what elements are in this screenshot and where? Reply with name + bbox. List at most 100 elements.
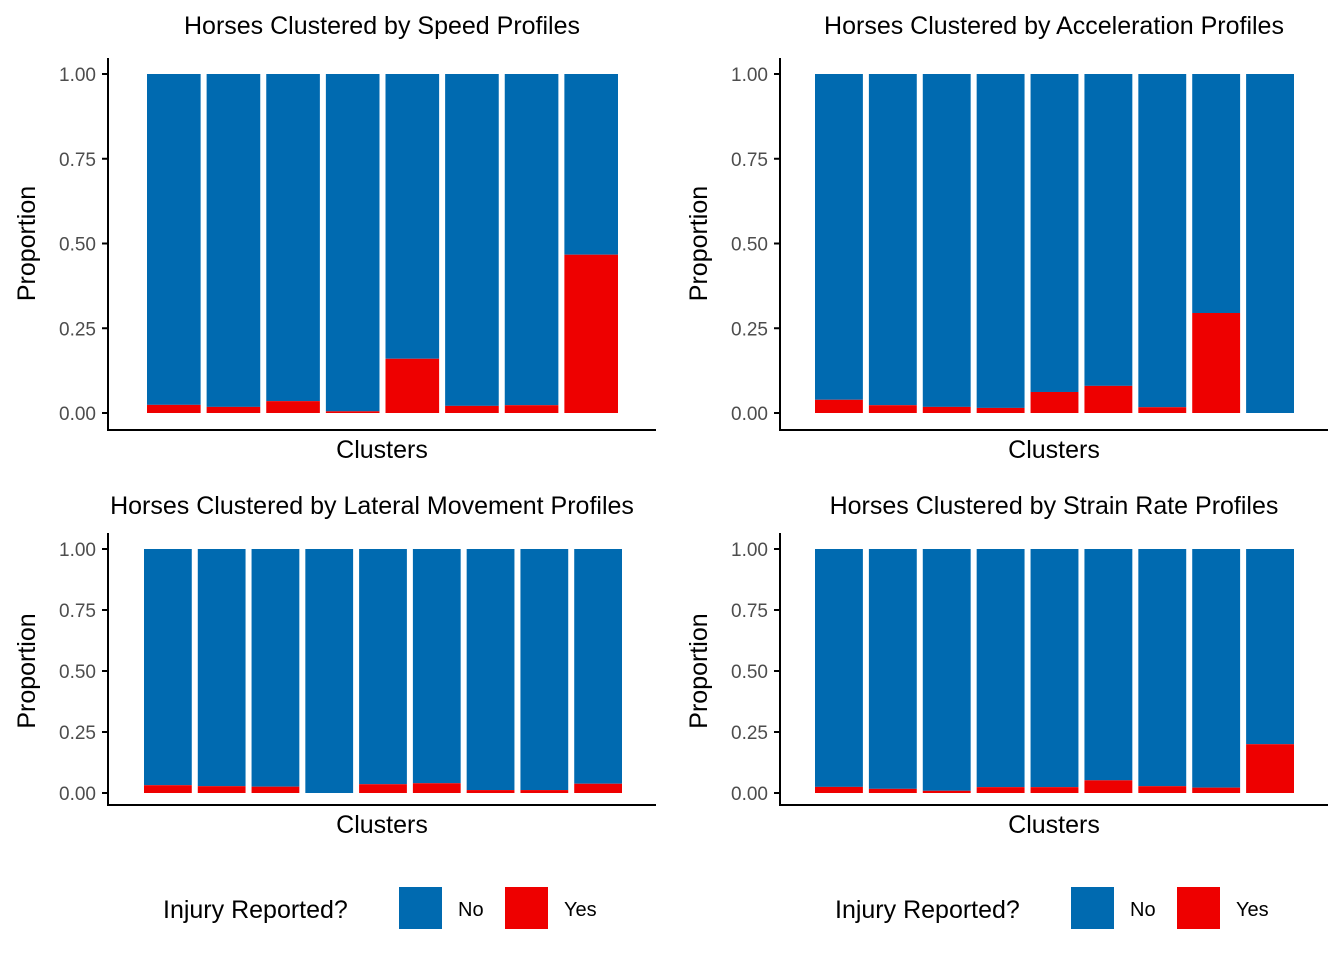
legend-title: Injury Reported? (835, 896, 1020, 924)
y-ticks: 0.00 0.25 0.50 0.75 1.00 (731, 540, 780, 805)
bar-yes-cluster-2 (197, 786, 246, 793)
bar-no-cluster-6 (1084, 549, 1133, 781)
bar-no-cluster-6 (445, 74, 499, 406)
bar-no-cluster-3 (922, 74, 971, 407)
legend-swatch-yes (505, 887, 548, 929)
legend-label-no: No (458, 899, 484, 921)
bar-yes-cluster-9 (574, 783, 622, 793)
bar-no-cluster-9 (1246, 549, 1294, 745)
bar-no-cluster-7 (466, 549, 515, 791)
y-tick-label: 1.00 (59, 540, 96, 561)
y-tick-label: 0.75 (59, 601, 96, 622)
bar-no-cluster-8 (1192, 74, 1241, 313)
y-axis-label: Proportion (685, 186, 713, 301)
legend-label-yes: Yes (1236, 899, 1269, 921)
legend-1: Injury Reported? No Yes (163, 887, 597, 929)
legends: Injury Reported? No Yes Injury Reported? No Y… (163, 887, 1269, 929)
y-tick-label: 1.00 (731, 65, 768, 86)
bar-no-cluster-7 (1138, 549, 1187, 787)
bar-yes-cluster-5 (1030, 391, 1079, 413)
x-axis-label: Clusters (1008, 436, 1100, 464)
y-tick-label: 0.50 (59, 235, 96, 256)
bar-no-cluster-7 (1138, 74, 1187, 408)
y-tick-label: 0.25 (59, 723, 96, 744)
x-axis-label: Clusters (1008, 811, 1100, 839)
bar-no-cluster-5 (1030, 549, 1079, 788)
bar-no-cluster-4 (305, 549, 354, 793)
chart-panels: Horses Clustered by Speed Profiles0.000.… (13, 12, 1328, 839)
bar-yes-cluster-3 (922, 406, 971, 413)
bar-no-cluster-2 (868, 74, 917, 406)
bar-no-cluster-2 (197, 549, 246, 787)
y-tick-label: 0.50 (59, 662, 96, 683)
bar-yes-cluster-6 (412, 783, 461, 793)
bar-yes-cluster-6 (445, 405, 499, 413)
bar-yes-cluster-2 (206, 406, 261, 413)
legend-swatch-yes (1177, 887, 1220, 929)
legend-swatch-no (399, 887, 442, 929)
bar-yes-cluster-7 (504, 405, 559, 413)
chart-panel-4: Horses Clustered by Strain Rate Profiles… (685, 492, 1328, 839)
y-axis-label: Proportion (13, 186, 41, 301)
chart-title: Horses Clustered by Acceleration Profile… (824, 12, 1284, 40)
bar-no-cluster-7 (504, 74, 559, 406)
y-tick-label: 0.25 (731, 319, 768, 340)
bar-yes-cluster-4 (976, 407, 1025, 413)
y-tick-label: 0.25 (731, 723, 768, 744)
bar-yes-cluster-1 (147, 404, 201, 413)
bar-yes-cluster-1 (144, 785, 192, 793)
legend-label-no: No (1130, 899, 1156, 921)
y-tick-label: 0.00 (731, 784, 768, 805)
bar-yes-cluster-2 (868, 405, 917, 413)
y-tick-label: 0.75 (731, 601, 768, 622)
bar-no-cluster-3 (266, 74, 320, 402)
bar-no-cluster-1 (815, 74, 863, 400)
y-tick-label: 0.00 (59, 404, 96, 425)
bar-no-cluster-2 (868, 549, 917, 789)
bar-no-cluster-1 (144, 549, 192, 786)
y-tick-label: 1.00 (731, 540, 768, 561)
x-axis-label: Clusters (336, 811, 428, 839)
bar-yes-cluster-8 (564, 254, 618, 413)
y-ticks: 0.00 0.25 0.50 0.75 1.00 (731, 65, 780, 425)
bar-no-cluster-9 (574, 549, 622, 784)
bar-no-cluster-8 (1192, 549, 1241, 788)
bar-no-cluster-6 (412, 549, 461, 784)
bar-no-cluster-1 (815, 549, 863, 787)
bar-no-cluster-6 (1084, 74, 1133, 386)
bar-yes-cluster-8 (1192, 787, 1241, 793)
chart-title: Horses Clustered by Speed Profiles (184, 12, 580, 40)
bar-no-cluster-4 (976, 549, 1025, 788)
chart-title: Horses Clustered by Lateral Movement Pro… (110, 492, 634, 520)
bar-yes-cluster-7 (466, 790, 515, 793)
bars (815, 549, 1294, 793)
bar-no-cluster-9 (1246, 74, 1294, 413)
bar-no-cluster-1 (147, 74, 201, 405)
bar-no-cluster-8 (520, 549, 569, 791)
bar-yes-cluster-5 (359, 784, 407, 793)
bar-no-cluster-5 (1030, 74, 1079, 392)
y-tick-label: 0.00 (59, 784, 96, 805)
bar-yes-cluster-4 (976, 787, 1025, 793)
chart-panel-2: Horses Clustered by Acceleration Profile… (685, 12, 1328, 464)
bar-yes-cluster-6 (1084, 780, 1133, 793)
bar-no-cluster-3 (922, 549, 971, 791)
bar-no-cluster-4 (325, 74, 380, 412)
bars (147, 74, 618, 413)
y-ticks: 0.00 0.25 0.50 0.75 1.00 (59, 540, 108, 805)
bar-yes-cluster-4 (325, 411, 380, 413)
y-tick-label: 0.75 (59, 150, 96, 171)
bar-yes-cluster-5 (385, 358, 440, 413)
bars (815, 74, 1294, 413)
y-tick-label: 0.50 (731, 235, 768, 256)
y-ticks: 0.00 0.25 0.50 0.75 1.00 (59, 65, 108, 425)
legend-2: Injury Reported? No Yes (835, 887, 1269, 929)
bar-yes-cluster-8 (1192, 312, 1241, 413)
bar-no-cluster-2 (206, 74, 261, 407)
bar-no-cluster-4 (976, 74, 1025, 408)
bar-yes-cluster-7 (1138, 786, 1187, 793)
bar-yes-cluster-5 (1030, 787, 1079, 793)
bar-no-cluster-3 (251, 549, 300, 787)
y-axis-label: Proportion (13, 613, 41, 728)
